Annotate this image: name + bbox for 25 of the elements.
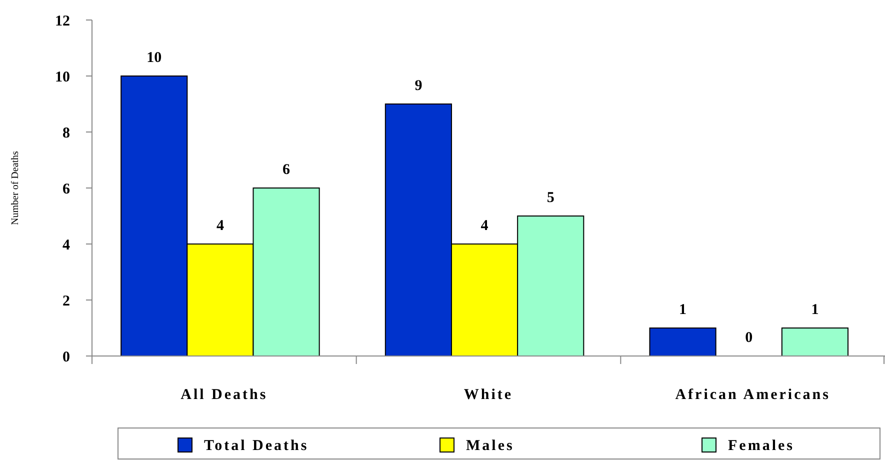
- y-tick-label: 2: [62, 293, 70, 310]
- legend-label: Total Deaths: [204, 438, 309, 454]
- y-tick-label: 10: [55, 69, 70, 86]
- data-label: 5: [546, 190, 554, 206]
- data-label: 9: [414, 78, 422, 94]
- x-tick-label: White: [464, 387, 514, 403]
- y-tick-label: 4: [62, 237, 70, 254]
- bar: [649, 328, 716, 356]
- y-tick-label: 6: [62, 181, 70, 198]
- data-label: 10: [146, 50, 162, 66]
- data-label: 0: [745, 330, 753, 346]
- x-tick-label: All Deaths: [180, 387, 268, 403]
- data-label: 4: [216, 218, 224, 234]
- legend-label: Males: [466, 438, 514, 454]
- bar: [781, 328, 848, 356]
- data-label: 1: [679, 302, 687, 318]
- y-tick-label: 0: [62, 349, 70, 366]
- x-tick-label: African Americans: [675, 387, 830, 403]
- y-tick-label: 8: [62, 125, 70, 142]
- data-label: 6: [282, 162, 291, 178]
- data-label: 1: [811, 302, 819, 318]
- legend-label: Females: [728, 438, 794, 454]
- y-tick-label: 12: [55, 13, 70, 30]
- y-axis-title: Number of Deaths: [10, 150, 21, 225]
- data-label: 4: [480, 218, 489, 234]
